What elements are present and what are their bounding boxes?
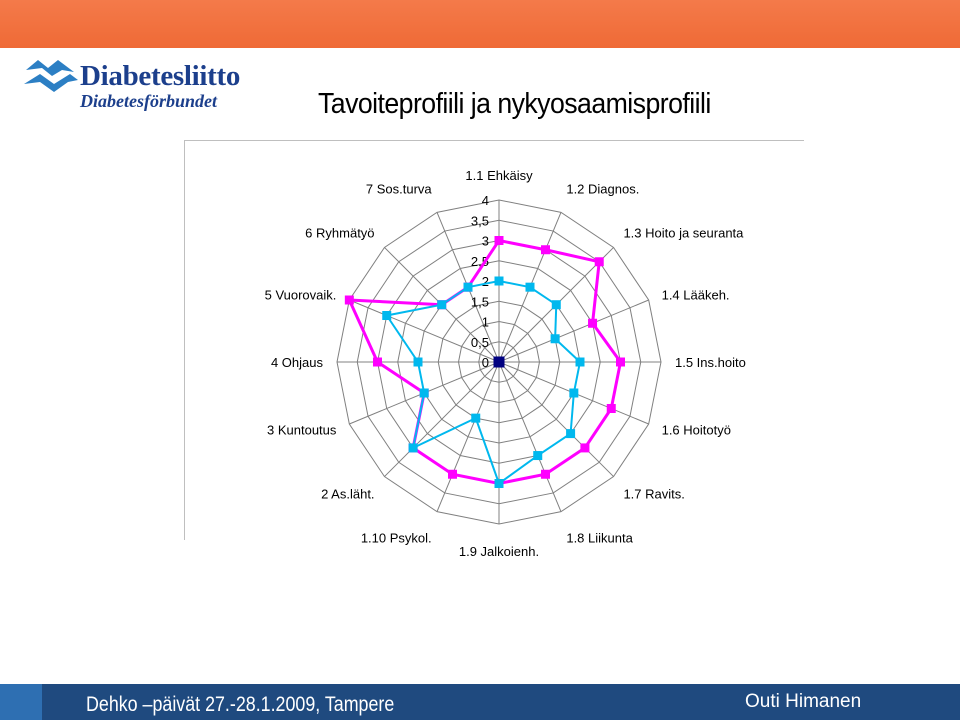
category-label: 1.7 Ravits. [623,486,684,501]
logo-subname: Diabetesförbundet [80,91,217,111]
r-tick-label: 3,5 [471,213,489,228]
category-label: 3 Kuntoutus [267,422,337,437]
r-tick-label: 1 [482,315,489,330]
target-series-point [540,245,550,255]
target-series-point [344,295,354,305]
chart-frame-left [184,140,185,540]
current-series-point [525,282,535,292]
footer-bar [0,684,960,720]
category-label: 1.6 Hoitotyö [662,422,731,437]
current-series-point [419,388,429,398]
current-series-point [408,443,418,453]
diabetesliitto-logo: Diabetesliitto Diabetesförbundet [24,58,264,114]
grid-spoke [498,361,562,512]
category-label: 1.4 Lääkeh. [662,288,730,303]
current-series-point [566,429,576,439]
target-series-point [580,443,590,453]
category-label: 1.3 Hoito ja seuranta [623,226,744,241]
grid-spoke [384,361,500,477]
slide-title: Tavoiteprofiili ja nykyosaamisprofiili [318,88,711,120]
category-label: 1.8 Liikunta [566,531,633,546]
footer-event: Dehko –päivät 27.-28.1.2009, Tampere [86,693,395,716]
target-series-point [540,469,550,479]
category-label: 1.1 Ehkäisy [465,168,533,183]
current-series-point [551,300,561,310]
category-label: 1.2 Diagnos. [566,181,639,196]
target-series-point [594,257,604,267]
category-label: 1.5 Ins.hoito [675,355,746,370]
logo-name: Diabetesliitto [80,60,241,92]
grid-spoke [349,299,500,363]
zero-series-point [493,356,505,368]
r-tick-label: 0 [482,355,489,370]
current-series-point [437,300,447,310]
r-tick-label: 4 [482,193,489,208]
r-tick-label: 1,5 [471,294,489,309]
chart-frame-top [184,140,804,141]
target-series-point [606,403,616,413]
r-tick-label: 0,5 [471,335,489,350]
current-series-point [494,276,504,286]
grid-spoke [436,361,500,512]
current-series-point [550,334,560,344]
category-label: 5 Vuorovaik. [265,288,337,303]
current-series-point [575,357,585,367]
current-series-point [471,413,481,423]
current-series-point [494,479,504,488]
footer-square [0,684,42,720]
current-series-point [382,311,392,321]
category-label: 4 Ohjaus [271,355,324,370]
current-series-point [413,357,423,367]
category-label: 7 Sos.turva [366,181,433,196]
bird-logo-icon [24,60,78,92]
top-banner [0,0,960,48]
current-series-point [569,388,579,398]
current-series-point [533,451,543,461]
target-series-point [448,469,458,479]
grid-spoke [498,361,614,477]
category-label: 6 Ryhmätyö [305,226,374,241]
current-series-point [463,282,473,292]
footer-author: Outi Himanen [745,691,862,712]
r-tick-label: 2 [482,274,489,289]
current-series-line [385,279,582,486]
category-label: 1.9 Jalkoienh. [459,544,539,559]
grid-spoke [498,299,649,363]
target-series-point [616,357,625,367]
category-label: 2 As.läht. [321,486,374,501]
category-label: 1.10 Psykol. [361,531,432,546]
r-tick-label: 3 [482,234,489,249]
target-series-point [373,357,382,367]
target-series-point [588,318,598,328]
target-series-point [494,236,504,245]
